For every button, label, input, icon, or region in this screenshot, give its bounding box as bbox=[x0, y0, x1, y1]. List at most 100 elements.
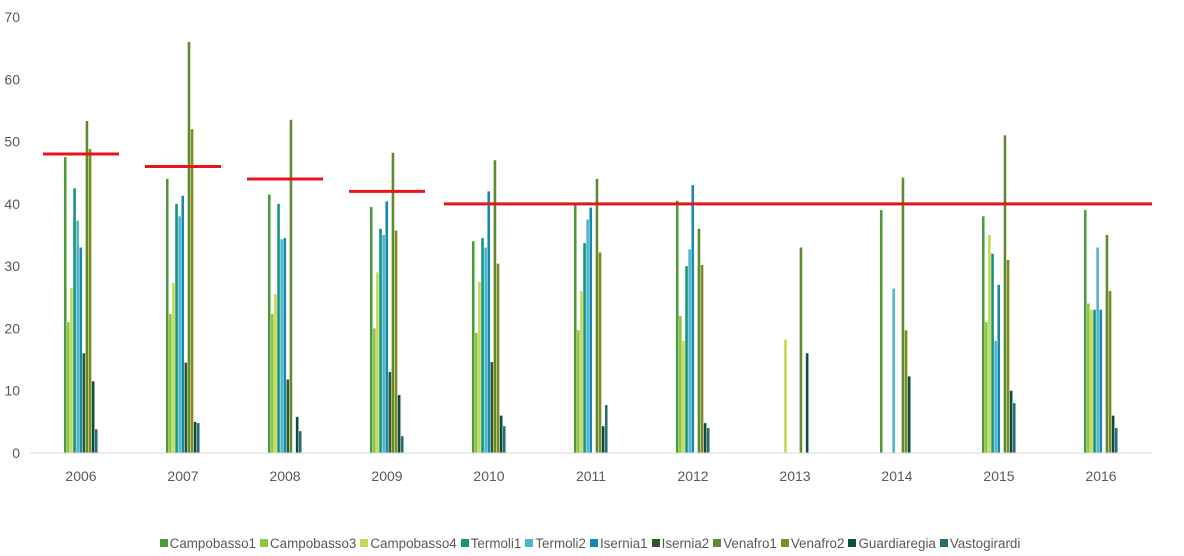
bar bbox=[283, 238, 287, 453]
bar bbox=[700, 264, 704, 453]
legend-item: Termoli2 bbox=[525, 536, 586, 551]
legend-label: Guardiaregia bbox=[858, 535, 936, 551]
legend-label: Campobasso3 bbox=[270, 535, 357, 551]
bar bbox=[478, 281, 481, 453]
bar bbox=[706, 428, 710, 453]
bar bbox=[184, 362, 188, 453]
bar bbox=[703, 423, 707, 453]
bar bbox=[805, 353, 809, 453]
bar bbox=[73, 188, 76, 454]
bar bbox=[382, 235, 385, 453]
bar bbox=[187, 41, 191, 453]
bar bbox=[985, 322, 988, 453]
bar bbox=[289, 119, 293, 454]
bars bbox=[63, 41, 1118, 454]
bar bbox=[988, 235, 991, 453]
bar bbox=[691, 185, 695, 454]
bar bbox=[493, 160, 497, 453]
bar bbox=[172, 282, 175, 453]
bar bbox=[280, 239, 283, 453]
bar bbox=[178, 216, 181, 453]
y-tick-label: 30 bbox=[4, 258, 20, 274]
bar bbox=[1087, 303, 1090, 453]
legend-label: Venafro2 bbox=[790, 535, 845, 551]
x-tick-label: 2009 bbox=[371, 468, 402, 484]
x-tick-label: 2008 bbox=[269, 468, 300, 484]
legend-swatch bbox=[939, 539, 948, 547]
bar bbox=[1093, 309, 1096, 453]
bar bbox=[165, 178, 169, 453]
bar bbox=[907, 376, 911, 453]
bar bbox=[994, 340, 997, 453]
bar bbox=[481, 238, 484, 453]
bar bbox=[82, 353, 86, 453]
bar bbox=[286, 379, 290, 453]
x-tick-label: 2010 bbox=[473, 468, 504, 484]
legend-swatch bbox=[651, 539, 660, 547]
x-tick-label: 2006 bbox=[65, 468, 96, 484]
bar bbox=[193, 421, 197, 453]
bar bbox=[397, 395, 401, 453]
bar bbox=[879, 210, 883, 453]
bar bbox=[1006, 259, 1010, 453]
bar bbox=[1090, 309, 1093, 453]
bar bbox=[391, 152, 395, 453]
legend-item: Campobasso1 bbox=[159, 536, 256, 551]
legend-label: Isernia2 bbox=[661, 535, 710, 551]
bar bbox=[601, 426, 605, 453]
bar bbox=[1099, 309, 1103, 453]
legend-label: Venafro1 bbox=[723, 535, 777, 551]
y-tick-label: 70 bbox=[4, 9, 20, 25]
x-tick-label: 2007 bbox=[167, 468, 198, 484]
bar bbox=[499, 415, 503, 453]
legend-swatch bbox=[159, 539, 168, 547]
bar bbox=[298, 431, 302, 453]
bar bbox=[267, 194, 271, 453]
legend-label: Campobasso4 bbox=[370, 535, 457, 551]
bar bbox=[901, 177, 905, 453]
y-tick-label: 50 bbox=[4, 134, 20, 150]
y-tick-label: 60 bbox=[4, 71, 20, 87]
bar bbox=[598, 252, 602, 453]
bar bbox=[589, 207, 593, 453]
bar bbox=[67, 322, 70, 453]
y-tick-label: 20 bbox=[4, 320, 20, 336]
bar bbox=[63, 157, 67, 453]
bar bbox=[1111, 415, 1115, 453]
bar bbox=[475, 332, 478, 453]
bar bbox=[181, 195, 185, 453]
bar bbox=[385, 201, 389, 453]
y-tick-label: 40 bbox=[4, 196, 20, 212]
bar bbox=[91, 381, 95, 453]
legend-swatch bbox=[525, 539, 534, 547]
bar bbox=[688, 249, 691, 453]
y-axis-ticks: 0 10 20 30 40 50 60 70 bbox=[4, 9, 20, 461]
bar bbox=[1096, 247, 1099, 453]
legend-item: Campobasso4 bbox=[360, 535, 457, 551]
legend-label: Isernia1 bbox=[599, 535, 648, 551]
legend-swatch bbox=[360, 539, 369, 547]
bar bbox=[85, 121, 89, 454]
legend-swatch bbox=[848, 539, 857, 547]
bar bbox=[490, 362, 494, 453]
bar bbox=[697, 228, 701, 453]
legend-swatch bbox=[780, 539, 789, 547]
bar bbox=[799, 247, 803, 453]
bar bbox=[196, 423, 200, 453]
bar bbox=[1108, 291, 1112, 453]
bar bbox=[904, 330, 908, 453]
x-tick-label: 2013 bbox=[779, 468, 810, 484]
x-tick-label: 2014 bbox=[881, 468, 912, 484]
bar bbox=[1114, 428, 1118, 453]
bar bbox=[190, 129, 194, 454]
bar bbox=[79, 247, 83, 453]
bar bbox=[388, 372, 392, 453]
bar bbox=[892, 288, 895, 453]
bar bbox=[1105, 235, 1109, 453]
y-tick-label: 10 bbox=[4, 383, 20, 399]
legend-item: Guardiaregia bbox=[848, 535, 936, 551]
bar bbox=[274, 294, 277, 453]
x-tick-label: 2015 bbox=[983, 468, 1014, 484]
bar bbox=[471, 241, 475, 453]
bar bbox=[1003, 135, 1007, 453]
